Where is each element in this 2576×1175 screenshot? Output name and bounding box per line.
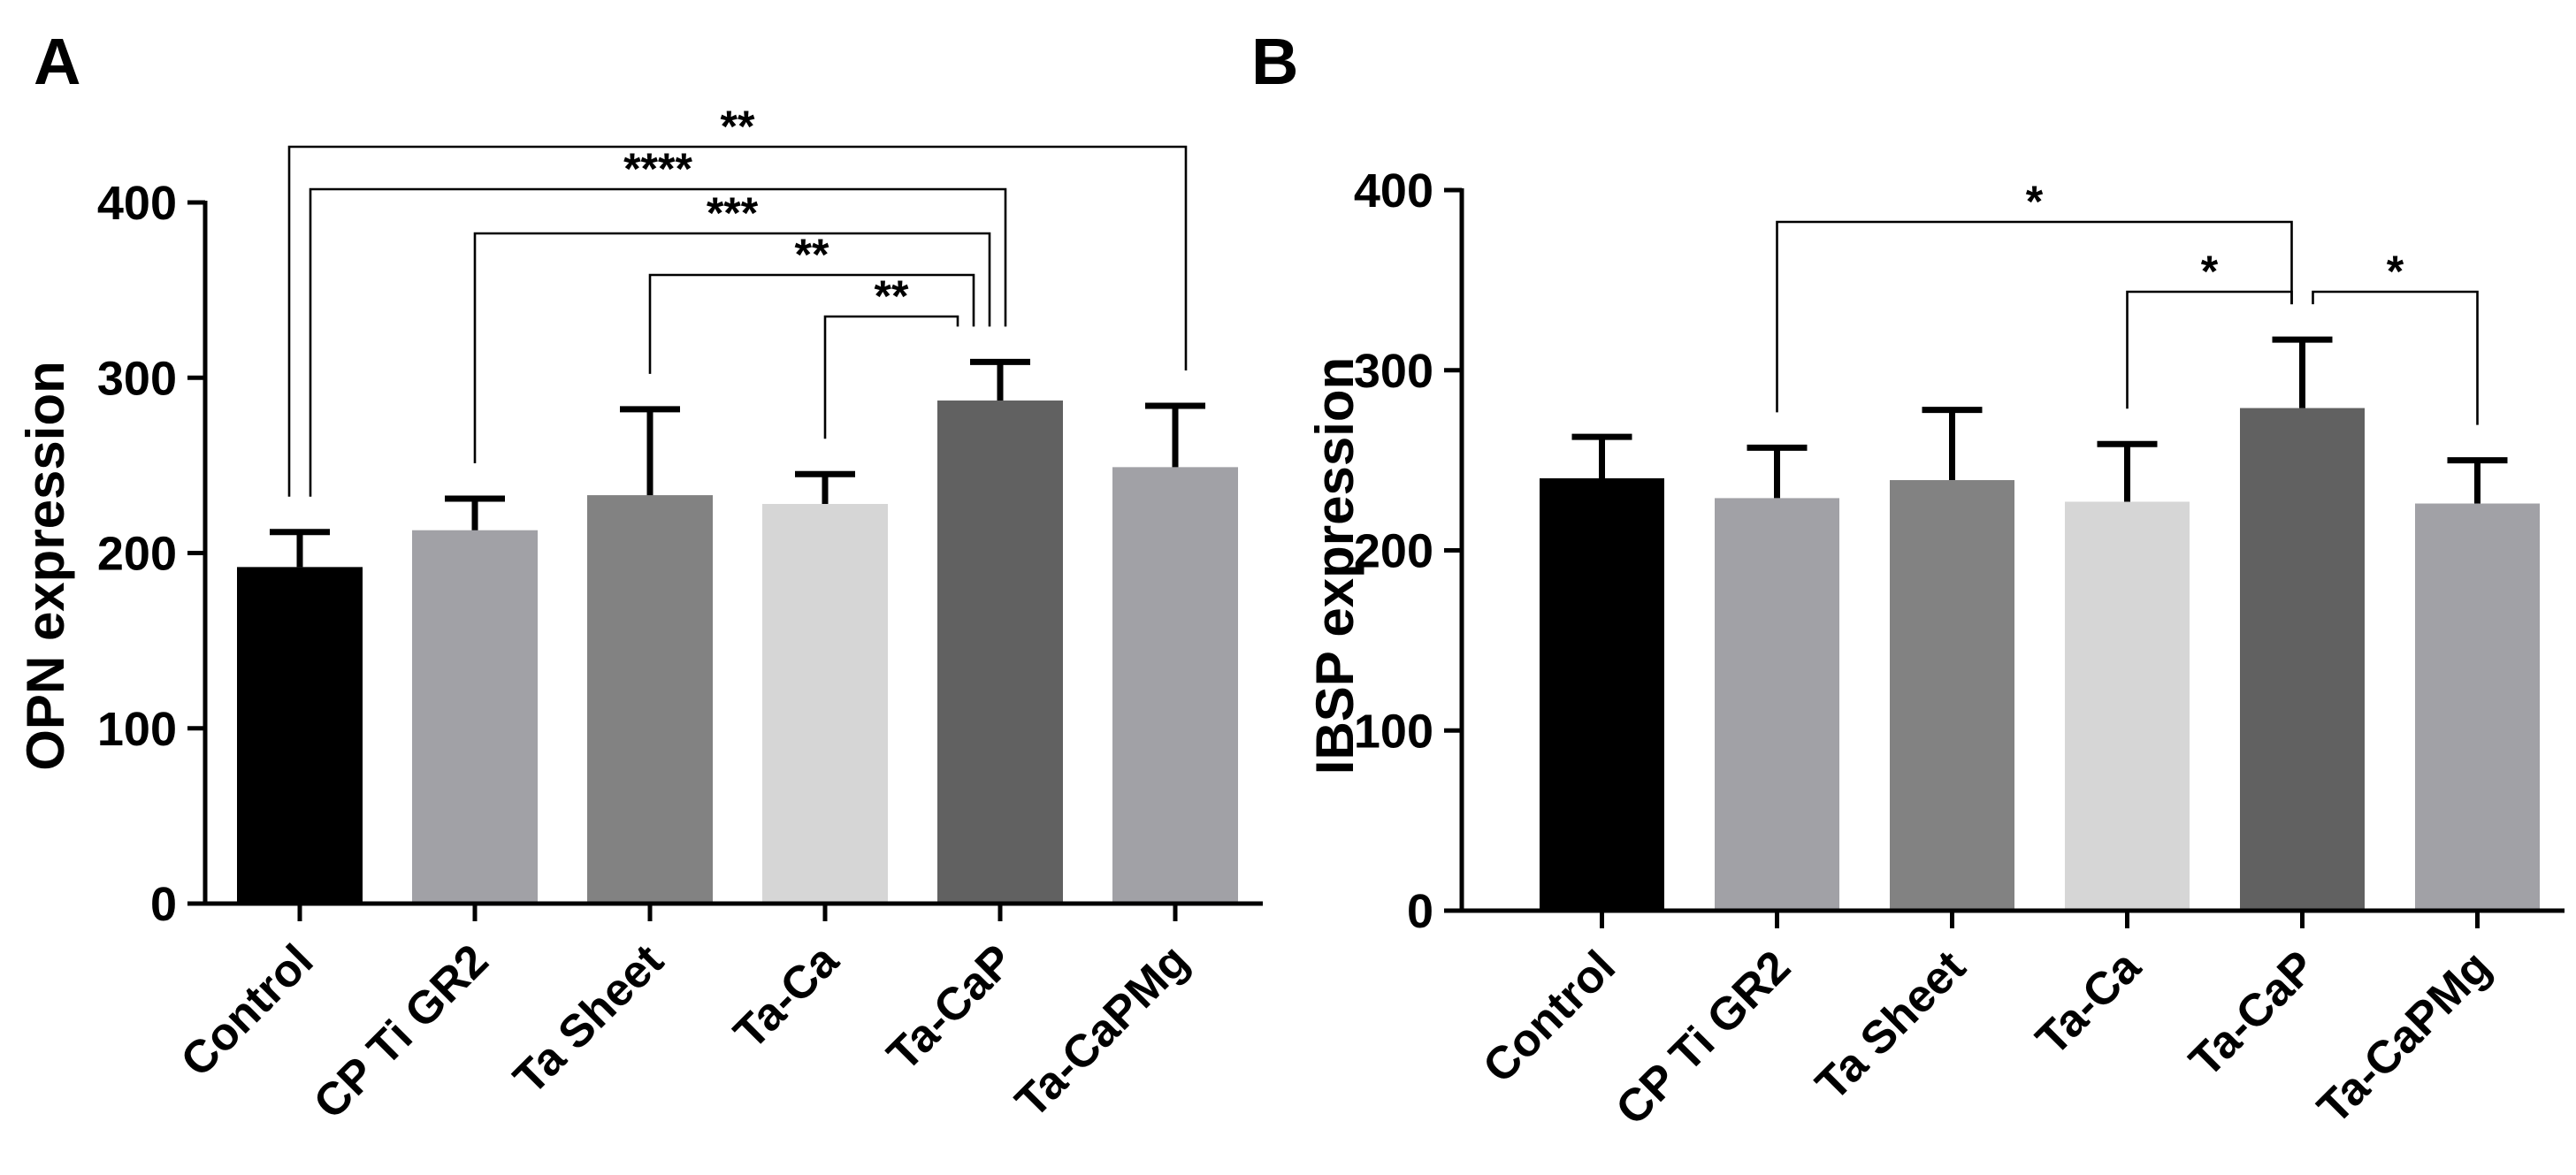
significance-label: ** [721,102,755,151]
significance-bracket [309,187,1007,497]
y-tick-label: 0 [150,878,177,931]
bar [1890,480,2014,911]
y-tick-label: 200 [97,528,177,581]
bar [1715,498,1839,911]
bar [2240,408,2365,912]
x-tick-label: Control [172,935,324,1087]
panel-label: B [1251,25,1298,98]
x-tick-label: CP Ti GR2 [1607,941,1800,1134]
y-tick-label: 100 [97,703,177,756]
significance-bracket [287,145,1188,497]
significance-label: ** [795,230,829,279]
significance-label: ** [875,271,909,321]
x-tick-label: Ta-CaP [878,935,1024,1080]
x-tick-label: Ta-CaP [2180,941,2326,1087]
significance-label: *** [707,188,759,238]
y-tick-label: 200 [1354,525,1433,578]
x-tick-label: Ta-Ca [2027,941,2152,1065]
panel-b: B IBSP expression 0 100 200 300 400 * * * Cont… [1251,25,2565,1135]
y-tick-label: 300 [97,352,177,405]
bar [1112,467,1238,904]
bar [2065,501,2190,911]
y-tick-label: 100 [1354,705,1433,758]
significance-bracket [1776,220,2293,413]
y-tick-label: 400 [1354,164,1433,217]
x-tick-label: Ta-Ca [724,935,849,1059]
significance-bracket [823,315,959,439]
bar [762,503,888,904]
significance-label: **** [623,144,692,194]
y-tick-label: 400 [97,177,177,230]
x-tick-label: Ta Sheet [504,935,674,1104]
y-axis-label: IBSP expression [1305,357,1364,774]
x-tick-label: Ta Sheet [1806,941,1976,1110]
x-tick-label: CP Ti GR2 [304,935,498,1128]
y-tick-label: 300 [1354,345,1433,398]
bar [412,530,538,904]
bar [587,495,713,904]
significance-label: * [2387,247,2404,296]
significance-bracket [473,232,991,464]
y-axis-label: OPN expression [16,361,75,771]
significance-label: * [2201,247,2219,296]
panel-label: A [34,25,80,98]
x-tick-label: Ta-CaPMg [2308,941,2501,1133]
significance-label: * [2026,177,2044,226]
significance-bracket [648,273,975,374]
bar [237,567,363,904]
y-tick-label: 0 [1407,885,1433,938]
x-tick-label: Control [1473,941,1625,1093]
significance-bracket [2312,290,2479,425]
x-tick-label: Ta-CaPMg [1005,935,1198,1127]
bar [2415,503,2540,911]
bar [1540,478,1664,911]
bar [937,401,1063,904]
significance-bracket [2126,290,2293,409]
